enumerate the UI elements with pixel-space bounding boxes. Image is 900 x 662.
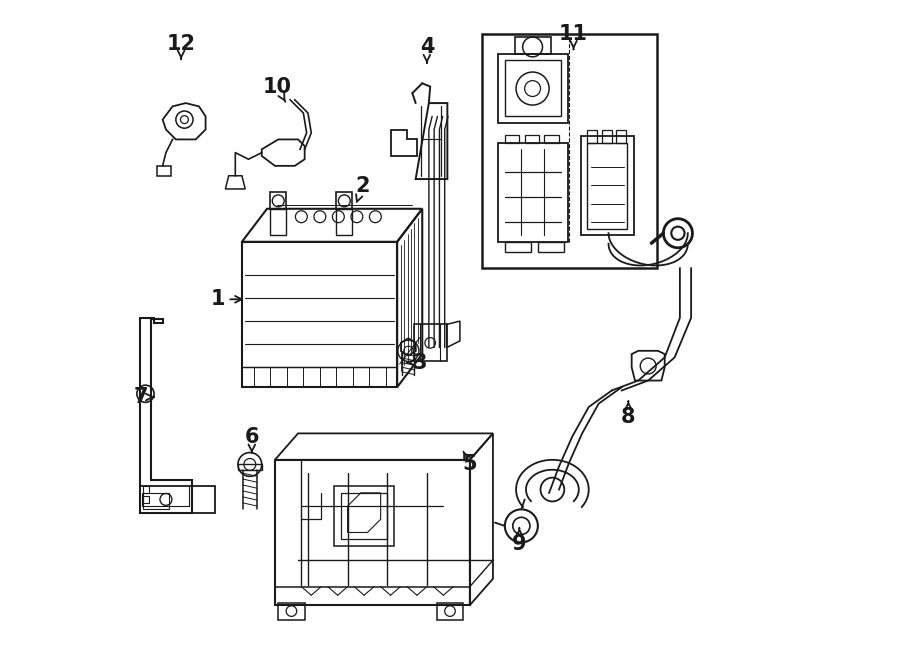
Text: 7: 7	[133, 387, 154, 407]
Text: 11: 11	[559, 24, 588, 49]
Bar	[414, 324, 446, 361]
Text: 10: 10	[263, 77, 292, 102]
Bar	[270, 209, 286, 235]
Bar	[505, 242, 531, 252]
Bar	[499, 54, 568, 123]
Bar	[143, 496, 149, 502]
Bar	[616, 130, 626, 143]
Bar	[341, 493, 387, 539]
Bar	[482, 34, 657, 268]
Text: 3: 3	[408, 353, 427, 373]
Bar	[580, 136, 634, 235]
Bar	[544, 135, 559, 143]
Bar	[525, 135, 539, 143]
Text: 12: 12	[166, 34, 195, 59]
Bar	[505, 135, 519, 143]
Bar	[140, 487, 215, 512]
Bar	[337, 192, 352, 209]
Bar	[335, 487, 394, 545]
Bar	[143, 493, 169, 509]
Bar	[499, 143, 568, 242]
Text: 2: 2	[356, 175, 370, 202]
Text: 6: 6	[245, 427, 259, 452]
Text: 9: 9	[512, 528, 526, 553]
Text: 1: 1	[211, 289, 242, 309]
Bar	[337, 209, 352, 235]
Bar	[588, 143, 627, 228]
Text: 5: 5	[463, 451, 477, 475]
Bar	[602, 130, 612, 143]
Bar	[278, 603, 305, 620]
Bar	[143, 487, 149, 493]
Bar	[588, 130, 598, 143]
Bar	[436, 603, 464, 620]
Text: 8: 8	[621, 401, 635, 427]
Bar	[538, 242, 564, 252]
Bar	[505, 60, 561, 117]
Bar	[238, 464, 262, 471]
Text: 4: 4	[419, 37, 434, 63]
Bar	[270, 192, 286, 209]
Bar	[515, 37, 551, 54]
